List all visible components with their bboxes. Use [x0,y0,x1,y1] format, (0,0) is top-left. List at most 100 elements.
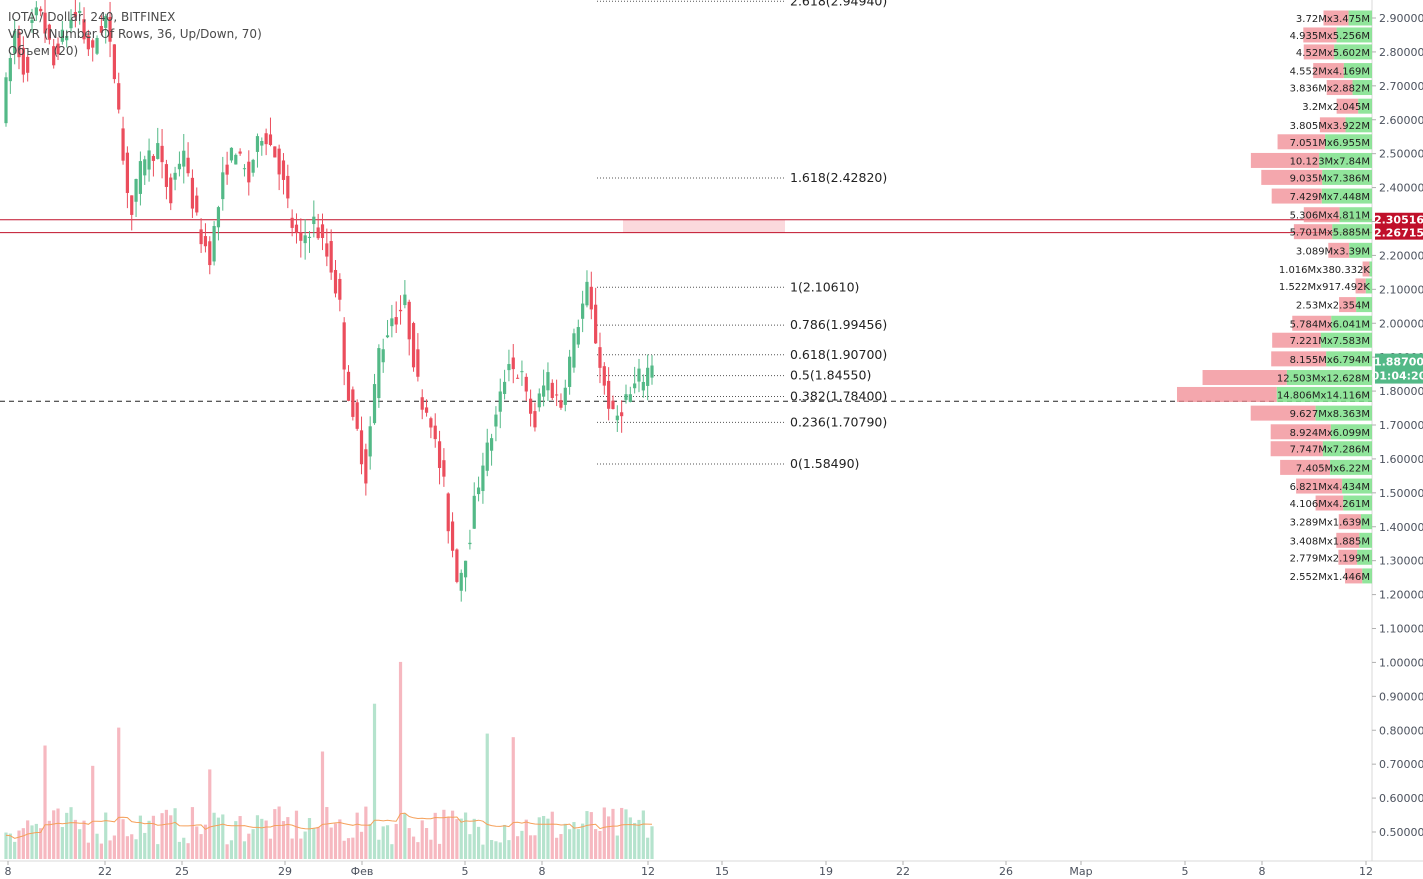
candle-body[interactable] [65,35,69,41]
candle-body[interactable] [476,487,481,495]
candle-body[interactable] [329,241,333,273]
candle-body[interactable] [216,207,221,228]
candle-body[interactable] [95,37,99,54]
candle-body[interactable] [377,348,381,399]
candle-body[interactable] [485,442,489,471]
candle-body[interactable] [581,303,585,319]
candle-body[interactable] [372,384,377,424]
candle-body[interactable] [385,335,390,338]
candle-body[interactable] [403,294,407,306]
candle-body[interactable] [472,495,476,529]
candle-body[interactable] [433,425,437,440]
candle-body[interactable] [529,398,533,414]
candle-body[interactable] [429,418,433,428]
candle-body[interactable] [576,327,580,345]
candle-body[interactable] [381,349,385,363]
symbol-title[interactable]: IOTA / Dollar, 240, BITFINEX [8,10,176,24]
candle-body[interactable] [8,58,12,82]
candle-body[interactable] [52,46,56,66]
candle-body[interactable] [463,560,468,578]
candle-body[interactable] [533,411,537,428]
candle-body[interactable] [143,159,147,176]
candle-body[interactable] [294,224,299,233]
candle-body[interactable] [333,269,338,294]
candle-body[interactable] [221,172,225,200]
candle-body[interactable] [594,304,598,344]
candle-body[interactable] [498,391,502,412]
candle-body[interactable] [442,460,446,477]
candle-body[interactable] [420,397,424,410]
candle-body[interactable] [13,30,17,54]
candle-body[interactable] [459,572,463,591]
candle-body[interactable] [17,31,21,58]
candle-body[interactable] [346,371,351,401]
candle-body[interactable] [173,172,177,180]
candle-body[interactable] [555,394,559,396]
candle-body[interactable] [437,441,442,468]
candle-body[interactable] [546,372,550,391]
candle-body[interactable] [515,377,520,379]
candle-body[interactable] [112,44,116,80]
candle-body[interactable] [138,161,143,194]
candle-body[interactable] [104,16,108,28]
candle-body[interactable] [238,151,242,154]
candle-body[interactable] [125,152,129,193]
candle-body[interactable] [21,47,25,75]
candle-body[interactable] [563,387,567,405]
candle-body[interactable] [355,402,359,429]
candle-body[interactable] [281,160,286,180]
candle-body[interactable] [73,11,77,17]
candle-body[interactable] [450,521,455,551]
candle-body[interactable] [351,389,355,417]
candle-body[interactable] [156,143,160,159]
candle-body[interactable] [108,16,112,42]
candle-body[interactable] [628,394,632,403]
candle-body[interactable] [641,381,645,391]
candle-body[interactable] [117,83,121,110]
candle-body[interactable] [511,357,515,370]
candle-body[interactable] [338,278,342,300]
candle-body[interactable] [646,367,650,386]
candle-body[interactable] [489,438,494,451]
candle-body[interactable] [203,236,208,247]
candle-body[interactable] [26,56,30,73]
candle-body[interactable] [255,136,260,152]
candle-body[interactable] [316,227,320,239]
candle-body[interactable] [190,177,195,209]
candle-body[interactable] [368,426,372,457]
candle-body[interactable] [411,323,416,368]
candle-body[interactable] [299,232,303,241]
candle-body[interactable] [398,309,403,312]
candle-body[interactable] [30,19,34,23]
candle-body[interactable] [273,146,277,158]
candle-body[interactable] [212,226,216,262]
candle-body[interactable] [611,400,615,410]
candle-body[interactable] [82,19,86,40]
candle-body[interactable] [620,412,624,417]
candle-body[interactable] [130,195,134,215]
candle-body[interactable] [147,150,151,170]
candle-body[interactable] [320,224,325,239]
candle-body[interactable] [550,382,554,398]
candle-body[interactable] [195,195,199,213]
volume-indicator-label[interactable]: Объем (20) [8,44,79,58]
candle-body[interactable] [325,243,329,257]
candle-body[interactable] [624,394,628,400]
candle-body[interactable] [260,141,264,146]
candle-body[interactable] [502,381,507,394]
candle-body[interactable] [177,163,182,170]
candle-body[interactable] [164,164,169,187]
candle-body[interactable] [637,368,641,382]
candle-body[interactable] [455,549,459,582]
candle-body[interactable] [160,145,164,163]
candle-body[interactable] [39,8,43,12]
candle-body[interactable] [242,168,247,170]
candle-body[interactable] [264,133,268,145]
candle-body[interactable] [424,407,429,413]
candle-body[interactable] [390,318,394,327]
candle-body[interactable] [633,383,637,389]
candle-body[interactable] [47,24,51,40]
candle-body[interactable] [307,236,312,238]
candle-body[interactable] [34,7,38,16]
candle-body[interactable] [481,465,485,492]
